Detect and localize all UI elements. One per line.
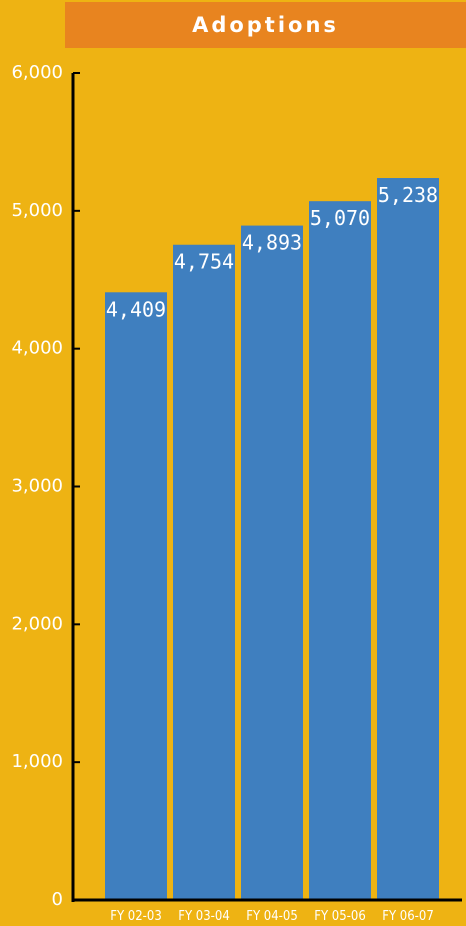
bar — [377, 178, 439, 901]
y-tick-label: 2,000 — [11, 613, 63, 634]
axes — [71, 73, 462, 902]
x-category-label: FY 04-05 — [246, 909, 298, 924]
x-category-label: FY 05-06 — [314, 909, 366, 924]
bar-value-label: 4,409 — [106, 297, 166, 321]
x-category-label: FY 03-04 — [178, 909, 230, 924]
y-tick-label: 1,000 — [11, 751, 63, 772]
y-tick-label: 4,000 — [11, 338, 63, 359]
bar — [241, 225, 303, 901]
bar-value-label: 5,070 — [310, 206, 370, 230]
x-category-label: FY 06-07 — [382, 909, 434, 924]
bar — [105, 292, 167, 900]
y-tick-label: 0 — [52, 889, 63, 910]
x-axis-labels: FY 02-03 FY 03-04 FY 04-05 FY 05-06 FY 06-07 — [110, 909, 434, 924]
data-labels: 4,409 4,754 4,893 5,070 5,238 — [106, 183, 438, 321]
bar-value-label: 5,238 — [378, 183, 438, 207]
x-category-label: FY 02-03 — [110, 909, 162, 924]
bar — [173, 244, 235, 900]
y-tick-label: 6,000 — [11, 62, 63, 83]
bar-value-label: 4,754 — [174, 250, 234, 274]
y-tick-label: 5,000 — [11, 200, 63, 221]
y-tick-label: 3,000 — [11, 476, 63, 497]
chart-title: Adoptions — [65, 2, 466, 48]
y-axis-ticks: 0 1,000 2,000 3,000 4,000 5,000 6,000 — [11, 62, 80, 910]
bars — [105, 178, 439, 901]
bar-value-label: 4,893 — [242, 231, 302, 255]
bar — [309, 201, 371, 900]
